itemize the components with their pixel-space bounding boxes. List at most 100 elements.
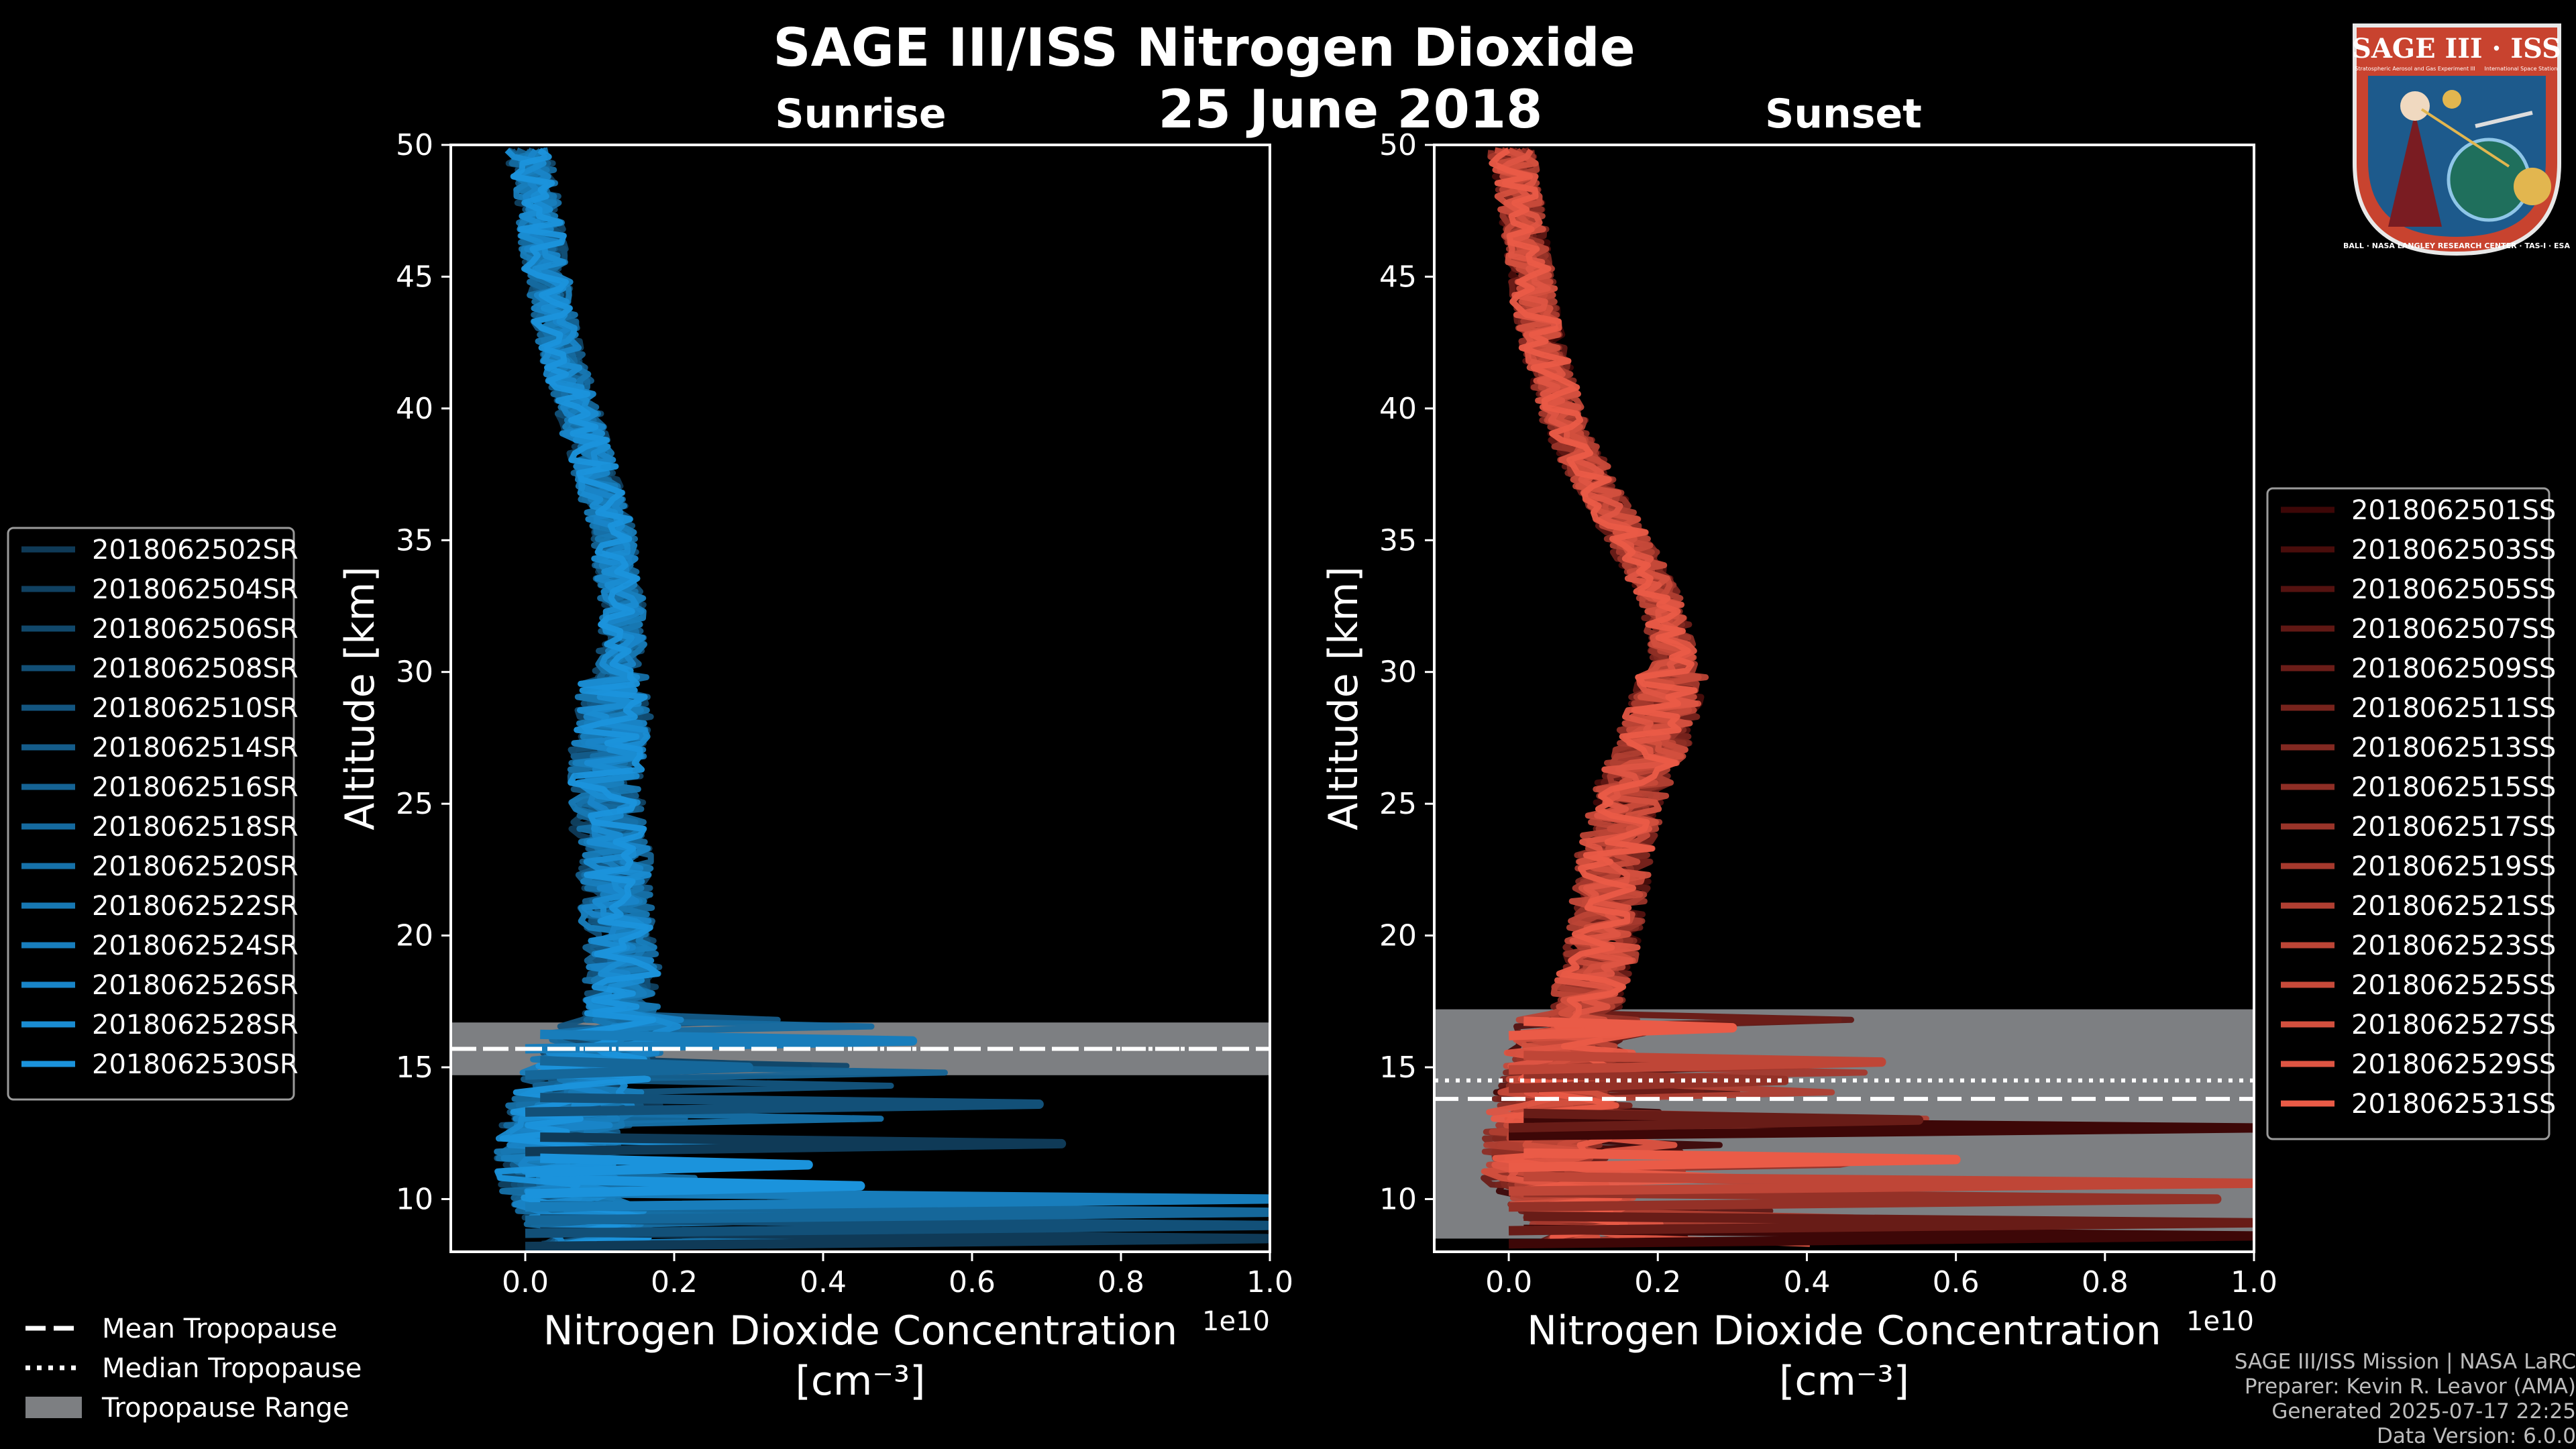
legend-entry: 2018062526SR [92, 970, 299, 1001]
y-axis-label: Altitude [km] [1320, 566, 1367, 830]
figure-title: SAGE III/ISS Nitrogen Dioxide [773, 18, 1635, 78]
logo-title: SAGE III · ISS [2352, 33, 2561, 64]
panel-title: Sunset [1765, 91, 1922, 138]
y-tick-label: 40 [1379, 392, 1417, 426]
y-tick-label: 25 [1379, 787, 1417, 821]
legend-entry: 2018062529SS [2351, 1049, 2556, 1080]
logo-subtitle-left: Stratospheric Aerosol and Gas Experiment… [2355, 66, 2475, 72]
legend-entry: 2018062524SR [92, 930, 299, 961]
sunrise-panel: Sunrise 10 15 20 25 30 35 40 45 50 0.0 0.2 0.4 0.6 0.8… [337, 91, 1293, 1405]
profile-spike [525, 1029, 918, 1054]
sunset-panel: Sunset 10 15 20 25 30 35 40 45 50 0.0 0.2 0.4 0.6 0.8 1… [1320, 91, 2277, 1405]
footer-mission: SAGE III/ISS Mission | NASA LaRC [2234, 1350, 2576, 1374]
legend-entry: 2018062502SR [92, 535, 299, 566]
x-axis-unit: [cm⁻³] [796, 1358, 926, 1405]
legend-entry: 2018062508SR [92, 653, 299, 684]
y-tick-label: 30 [1379, 655, 1417, 690]
figure-date: 25 June 2018 [1159, 80, 1543, 140]
x-tick-label: 0.8 [2082, 1265, 2129, 1299]
x-tick-label: 0.2 [651, 1265, 698, 1299]
legend-entry: 2018062514SR [92, 733, 299, 763]
legend-entry: 2018062525SS [2351, 970, 2556, 1001]
y-tick-label: 15 [396, 1051, 433, 1085]
legend-entry: 2018062503SS [2351, 535, 2556, 566]
y-tick-label: 10 [396, 1182, 433, 1216]
legend-entry: 2018062517SS [2351, 812, 2556, 843]
profile-spike [1509, 1211, 2254, 1236]
legend-entry: 2018062516SR [92, 772, 299, 803]
profile-line-2018062531SS [1489, 148, 1760, 1246]
y-tick-label: 10 [1379, 1182, 1417, 1216]
profile-spike [1508, 1069, 1790, 1093]
profile-spike [1509, 1172, 2254, 1196]
profile-spike [525, 1093, 1044, 1117]
x-tick-label: 0.4 [1783, 1265, 1830, 1299]
y-tick-label: 15 [1379, 1051, 1417, 1085]
legend-entry: 2018062513SS [2351, 733, 2556, 763]
y-tick-label: 50 [1379, 128, 1417, 162]
legend-entry: 2018062531SS [2351, 1089, 2556, 1120]
legend-entry: 2018062507SS [2351, 614, 2556, 645]
x-tick-label: 0.0 [1485, 1265, 1532, 1299]
legend-entry: 2018062523SS [2351, 930, 2556, 961]
legend-entry: 2018062521SS [2351, 891, 2556, 922]
legend-entry: 2018062527SS [2351, 1010, 2556, 1040]
y-tick-label: 35 [396, 523, 433, 557]
y-tick-label: 45 [1379, 260, 1417, 294]
legend-entry: 2018062510SR [92, 693, 299, 724]
legend-box [7, 527, 295, 1101]
x-tick-label: 0.8 [1097, 1265, 1144, 1299]
profile-spike [1508, 1148, 1961, 1173]
profile-spike [525, 1174, 865, 1199]
y-axis-label: Altitude [km] [337, 566, 384, 830]
x-tick-label: 0.2 [1634, 1265, 1681, 1299]
profile-spike [1508, 1051, 1886, 1075]
legend-entry: 2018062505SS [2351, 574, 2556, 605]
profile-spike [525, 1153, 813, 1178]
logo-ring-text: BALL · NASA LANGLEY RESEARCH CENTER · TA… [2343, 241, 2570, 250]
legend-entry: 2018062515SS [2351, 772, 2556, 803]
tropopause-legend-entry: Mean Tropopause [102, 1313, 337, 1344]
x-tick-label: 0.0 [502, 1265, 549, 1299]
footer-version: Data Version: 6.0.0 [2376, 1424, 2576, 1448]
legend-entry: 2018062522SR [92, 891, 299, 922]
sunrise-legend: 2018062502SR 2018062504SR 2018062506SR 2018… [7, 527, 299, 1101]
tropopause-legend-entry: Median Tropopause [102, 1353, 362, 1384]
legend-entry: 2018062509SS [2351, 653, 2556, 684]
panel-title: Sunrise [775, 91, 946, 138]
footer-credits: SAGE III/ISS Mission | NASA LaRC Prepare… [1972, 1350, 2576, 1449]
y-tick-label: 20 [1379, 919, 1417, 953]
y-tick-label: 25 [396, 787, 433, 821]
y-tick-label: 50 [396, 128, 433, 162]
plot-area [451, 147, 1270, 1252]
profile-spike [1508, 1108, 1924, 1133]
x-tick-label: 1.0 [2231, 1265, 2277, 1299]
legend-entry: 2018062519SS [2351, 851, 2556, 882]
y-tick-label: 35 [1379, 523, 1417, 557]
legend-entry: 2018062501SS [2351, 495, 2556, 526]
tropopause-legend: Mean Tropopause Median Tropopause Tropopau… [25, 1313, 362, 1424]
profile-spike [525, 1132, 1067, 1157]
axes-frame [1433, 144, 2255, 1253]
footer-preparer: Preparer: Kevin R. Leavor (AMA) [2244, 1375, 2576, 1399]
profile-spike [1508, 1016, 1737, 1040]
y-tick-label: 40 [396, 392, 433, 426]
legend-entry: 2018062506SR [92, 614, 299, 645]
x-axis-unit: [cm⁻³] [1779, 1358, 1909, 1405]
sage-iss-mission-logo: SAGE III · ISS Stratospheric Aerosol and… [2341, 12, 2573, 262]
x-tick-label: 1.0 [1246, 1265, 1293, 1299]
legend-entry: 2018062511SS [2351, 693, 2556, 724]
x-tick-label: 0.6 [1933, 1265, 1980, 1299]
x-axis-label: Nitrogen Dioxide Concentration [1527, 1307, 2161, 1354]
tropopause-legend-entry: Tropopause Range [101, 1393, 350, 1424]
plot-area [1434, 147, 2254, 1249]
y-tick-label: 45 [396, 260, 433, 294]
x-tick-label: 0.4 [800, 1265, 847, 1299]
legend-entry: 2018062528SR [92, 1010, 299, 1040]
footer-generated: Generated 2025-07-17 22:25 [2271, 1399, 2576, 1424]
sunset-legend: 2018062501SS 2018062503SS 2018062505SS 2018… [2266, 487, 2556, 1140]
axes-frame [449, 144, 1271, 1253]
legend-entry: 2018062530SR [92, 1049, 299, 1080]
x-tick-label: 0.6 [949, 1265, 996, 1299]
